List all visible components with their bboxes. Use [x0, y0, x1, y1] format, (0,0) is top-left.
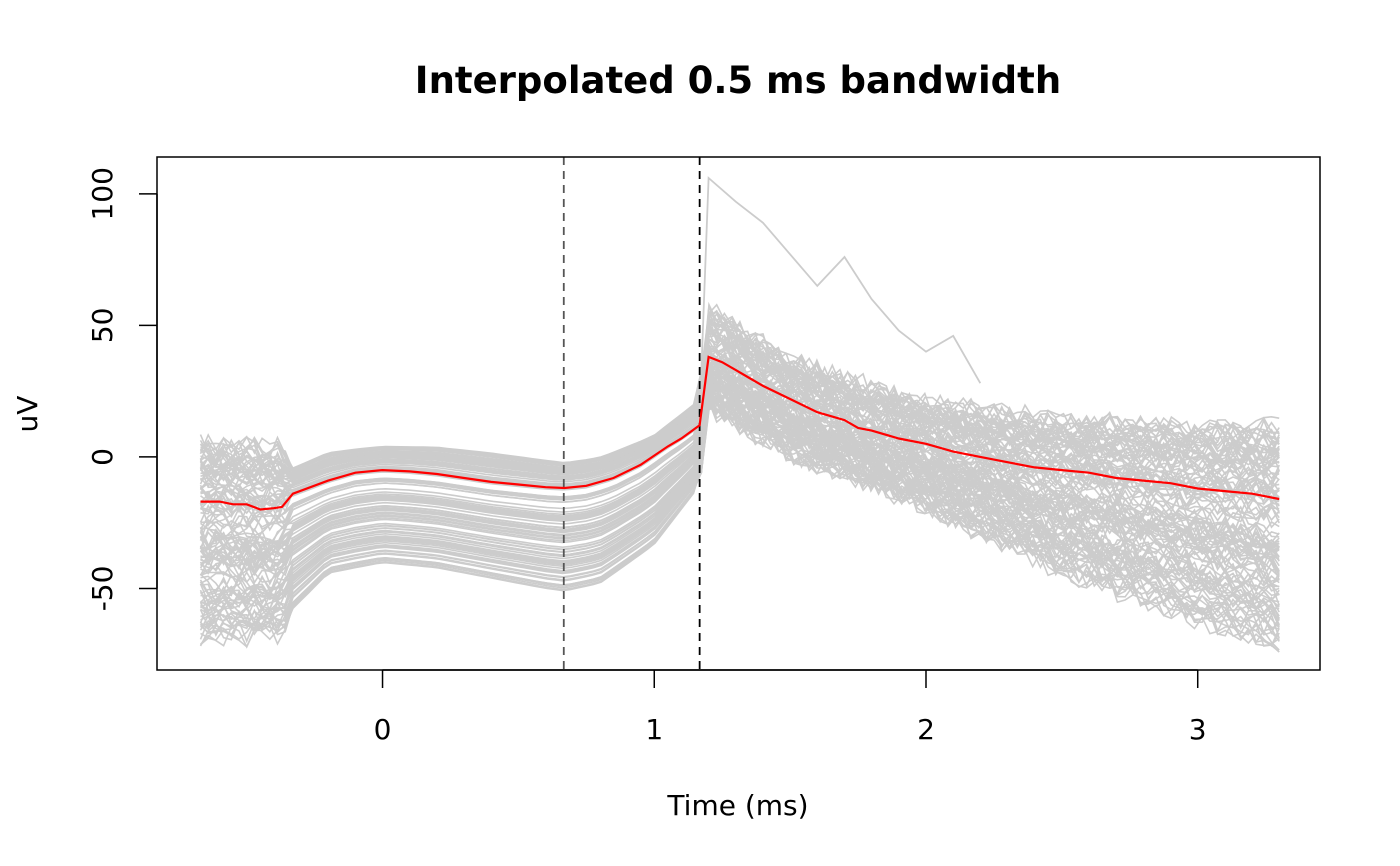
trace-line [200, 380, 1280, 603]
mean-series-line [200, 355, 1280, 511]
outlier-trace-line [698, 176, 982, 418]
chart-title: Interpolated 0.5 ms bandwidth [415, 59, 1061, 102]
trace-line [200, 381, 1280, 574]
trace-line [200, 322, 1280, 476]
trace-line [200, 331, 1280, 497]
trace-line [199, 346, 1280, 505]
trace-line [199, 360, 1280, 531]
trace-line [199, 362, 1280, 545]
y-tick-label: 100 [86, 167, 119, 220]
trace-line [199, 398, 1280, 647]
y-tick-label: 0 [86, 448, 119, 466]
trace-line [200, 358, 1280, 522]
trace-line [199, 379, 1280, 581]
trace-line [200, 379, 1280, 586]
trace-line [199, 326, 1280, 488]
trace-line [199, 345, 1280, 507]
y-tick-label: 50 [86, 308, 119, 344]
trace-line [200, 374, 1280, 585]
x-axis-label: Time (ms) [666, 789, 808, 822]
trace-line [200, 393, 1280, 622]
trace-line [200, 403, 1280, 644]
trace-line [200, 389, 1280, 629]
vertical-reference-lines [562, 157, 701, 670]
trace-line [199, 369, 1280, 561]
x-tick-label: 0 [374, 713, 392, 746]
trace-lines [199, 176, 1280, 653]
trace-line [200, 316, 1280, 479]
y-tick-label: -50 [86, 566, 119, 612]
trace-line [200, 377, 1280, 574]
y-axis: -50 0 50 100 [86, 167, 158, 612]
x-tick-label: 1 [645, 713, 663, 746]
trace-line [200, 391, 1280, 635]
trace-line [200, 394, 1280, 617]
trace-line [200, 310, 1280, 470]
y-axis-label: uV [11, 396, 44, 433]
x-tick-label: 3 [1189, 713, 1207, 746]
x-axis: 0 1 2 3 [374, 669, 1207, 746]
trace-line [200, 377, 1280, 595]
mean-series [200, 355, 1280, 511]
x-tick-label: 2 [917, 713, 935, 746]
